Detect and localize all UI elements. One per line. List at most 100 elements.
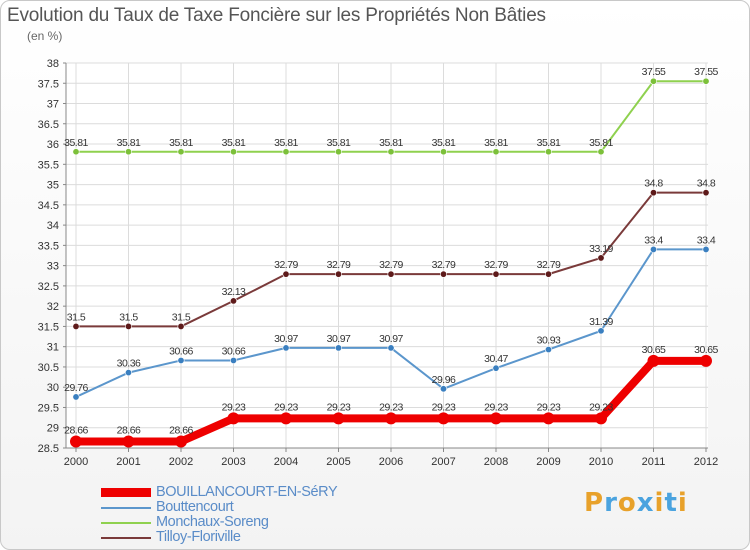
legend-swatch	[101, 507, 151, 509]
data-label: 29.23	[432, 401, 456, 413]
data-label: 29.96	[432, 374, 456, 386]
data-point	[334, 148, 342, 156]
data-label: 29.23	[379, 401, 403, 413]
logo-letter: P	[584, 488, 605, 518]
y-unit-label: (en %)	[27, 29, 63, 43]
data-point	[492, 270, 500, 278]
data-label: 30.97	[327, 333, 351, 345]
data-point	[647, 354, 660, 367]
logo-letter: i	[654, 488, 665, 518]
data-label: 31.5	[119, 311, 138, 323]
y-tick-label: 30	[47, 382, 59, 394]
data-label: 30.93	[537, 335, 561, 347]
data-label: 29.76	[64, 382, 88, 394]
data-point	[230, 297, 238, 305]
data-label: 31.39	[589, 316, 613, 328]
y-tick-label: 35	[47, 180, 59, 192]
x-tick-label: 2000	[64, 456, 88, 468]
x-tick-label: 2010	[589, 456, 613, 468]
y-tick-label: 34.5	[38, 200, 59, 212]
data-point	[700, 354, 712, 367]
data-label: 28.66	[117, 425, 141, 437]
data-label: 37.55	[694, 66, 718, 78]
data-point	[125, 322, 133, 330]
data-point	[544, 346, 552, 354]
legend-label: Bouttencourt	[156, 499, 234, 515]
data-label: 29.23	[327, 401, 351, 413]
data-point	[230, 356, 238, 364]
data-label: 33.4	[697, 234, 716, 246]
legend-swatch	[101, 488, 151, 497]
data-point	[649, 189, 657, 197]
data-label: 30.66	[169, 345, 193, 357]
y-tick-label: 36	[47, 139, 59, 151]
data-point	[595, 412, 607, 425]
data-point	[649, 245, 657, 253]
legend-label: Monchaux-Soreng	[156, 514, 269, 530]
x-tick-label: 2012	[694, 456, 718, 468]
data-point	[597, 148, 605, 156]
data-point	[177, 356, 185, 364]
y-tick-label: 37	[47, 99, 59, 111]
logo-letter: i	[677, 488, 688, 518]
data-label: 35.81	[169, 137, 193, 149]
data-point	[544, 148, 552, 156]
data-point	[125, 369, 133, 377]
data-point	[544, 270, 552, 278]
data-point	[439, 148, 447, 156]
x-tick-label: 2002	[169, 456, 193, 468]
data-label: 30.97	[274, 333, 298, 345]
data-point	[597, 254, 605, 262]
data-point	[72, 393, 80, 401]
data-point	[125, 148, 133, 156]
data-point	[175, 435, 187, 448]
y-tick-label: 31.5	[38, 321, 59, 333]
data-point	[230, 148, 238, 156]
data-point	[492, 148, 500, 156]
data-label: 35.81	[537, 137, 561, 149]
data-label: 29.23	[484, 401, 508, 413]
data-point	[334, 344, 342, 352]
y-tick-label: 32	[47, 301, 59, 313]
x-tick-label: 2005	[326, 456, 350, 468]
data-point	[72, 322, 80, 330]
x-tick-label: 2007	[431, 456, 455, 468]
data-point	[282, 148, 290, 156]
data-label: 33.4	[644, 234, 663, 246]
x-tick-label: 2001	[116, 456, 140, 468]
data-label: 35.81	[589, 137, 613, 149]
data-point	[70, 435, 82, 448]
x-tick-label: 2008	[484, 456, 508, 468]
logo-letter: o	[617, 488, 637, 518]
data-label: 29.23	[222, 401, 246, 413]
data-point	[437, 412, 450, 425]
logo-letter: r	[604, 488, 618, 518]
data-point	[702, 245, 710, 253]
data-label: 35.81	[117, 137, 141, 149]
data-point	[334, 270, 342, 278]
legend-label: BOUILLANCOURT-EN-SéRY	[156, 484, 338, 500]
chart-title: Evolution du Taux de Taxe Foncière sur l…	[7, 5, 546, 26]
data-label: 35.81	[327, 137, 351, 149]
data-label: 34.8	[697, 178, 716, 190]
y-tick-label: 32.5	[38, 281, 59, 293]
data-label: 30.97	[379, 333, 403, 345]
y-tick-label: 29.5	[38, 402, 59, 414]
y-tick-label: 31	[47, 342, 59, 354]
data-label: 28.66	[64, 425, 88, 437]
data-point	[177, 148, 185, 156]
data-point	[72, 148, 80, 156]
data-label: 33.19	[589, 243, 613, 255]
x-tick-label: 2004	[274, 456, 298, 468]
x-tick-label: 2006	[379, 456, 403, 468]
plot-area	[66, 63, 708, 448]
data-label: 35.81	[274, 137, 298, 149]
data-label: 32.79	[327, 259, 351, 271]
data-label: 32.13	[222, 286, 246, 298]
proxiti-logo: Proxiti	[584, 488, 688, 518]
data-label: 30.65	[694, 344, 718, 356]
data-point	[227, 412, 240, 425]
data-label: 29.23	[274, 401, 298, 413]
data-label: 35.81	[379, 137, 403, 149]
